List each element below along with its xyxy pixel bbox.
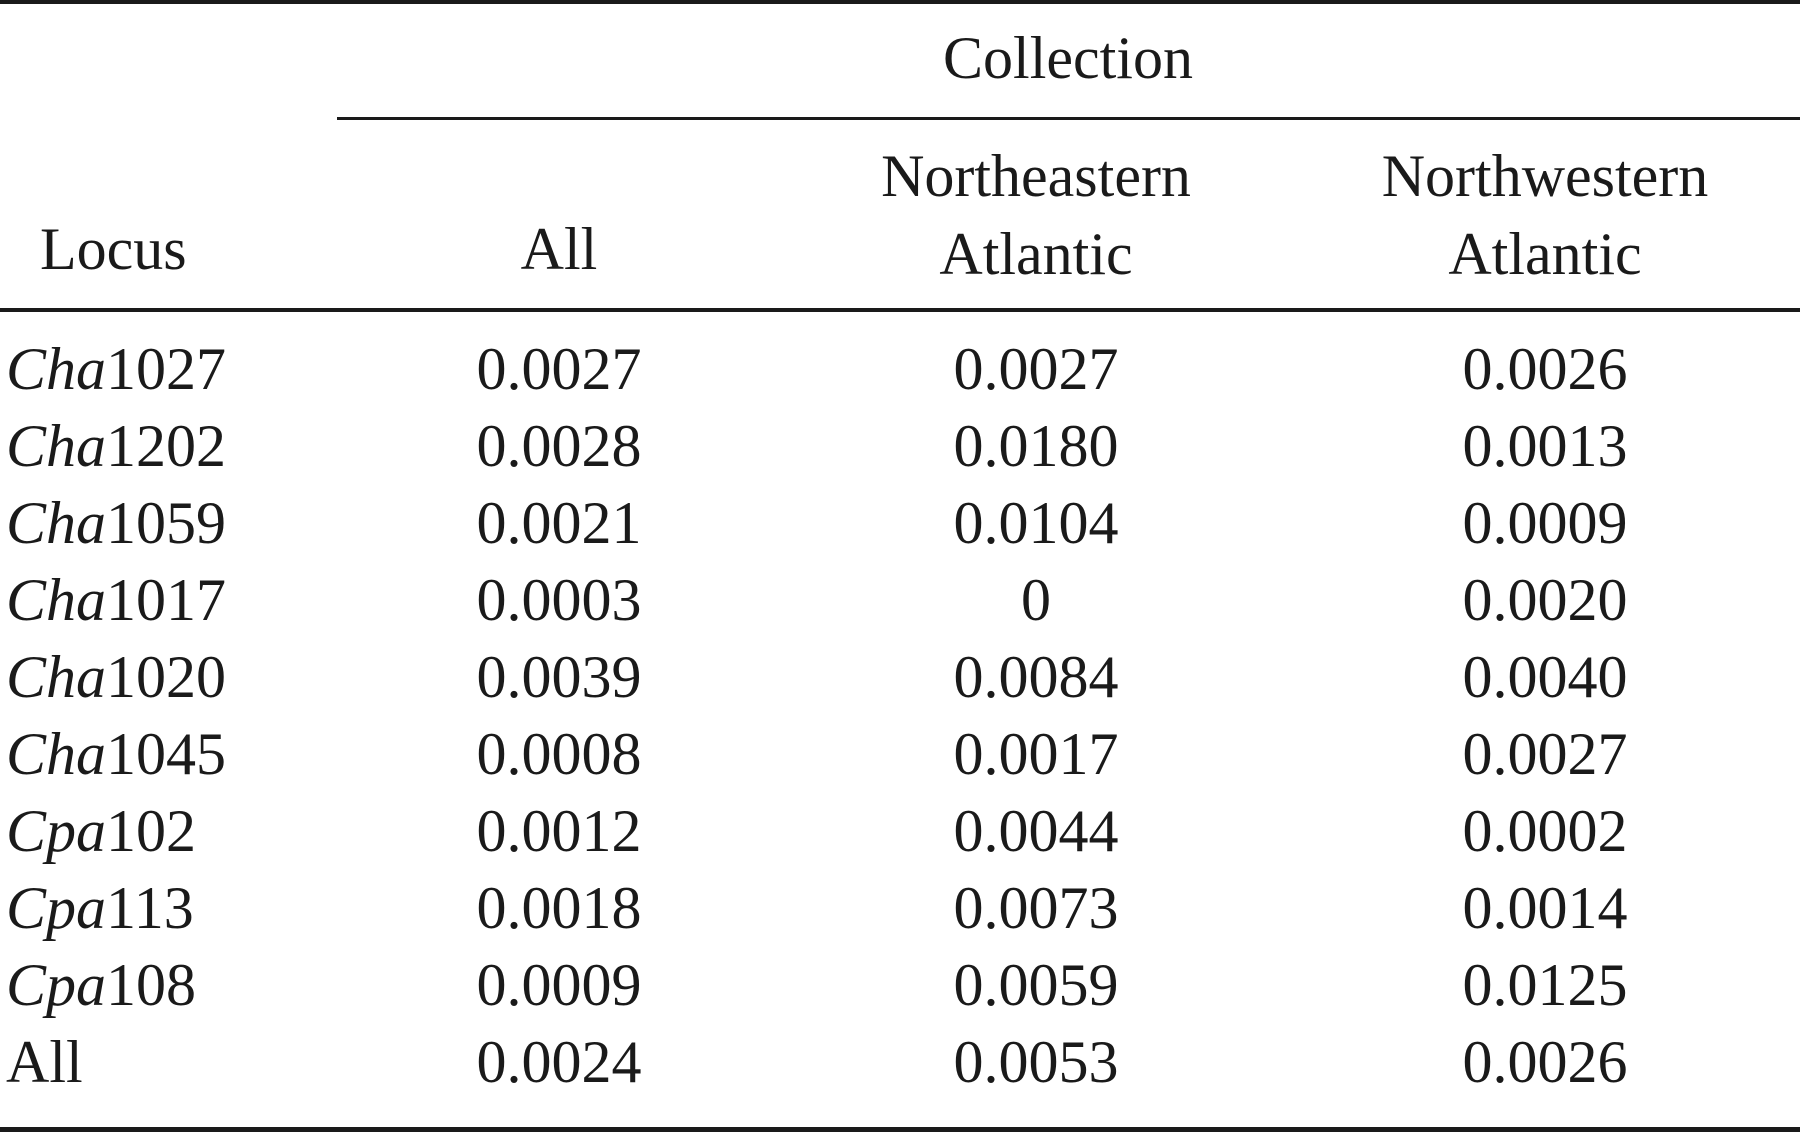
table-row: Cha1045 0.0008 0.0017 0.0027 — [0, 715, 1800, 793]
locus-column-header: Locus — [40, 216, 187, 282]
northeastern-value-cell: 0.0044 — [953, 798, 1119, 864]
northwestern-value-cell: 0.0026 — [1462, 336, 1628, 402]
table-row: Cpa113 0.0018 0.0073 0.0014 — [0, 869, 1800, 947]
locus-number: 1045 — [106, 721, 227, 787]
locus-cell: Cha1045 — [6, 715, 226, 793]
locus-cell: All — [6, 1023, 83, 1101]
all-value-cell: 0.0018 — [476, 875, 642, 941]
locus-cell: Cha1020 — [6, 638, 226, 716]
northeastern-value-cell: 0.0027 — [953, 336, 1119, 402]
northeastern-value-cell: 0.0017 — [953, 721, 1119, 787]
locus-genus-prefix: Cha — [6, 413, 107, 479]
all-value-cell: 0.0021 — [476, 490, 642, 556]
locus-number: 1020 — [106, 644, 227, 710]
northeastern-atlantic-column-header: Northeastern Atlantic — [881, 137, 1191, 293]
locus-number: 108 — [106, 952, 197, 1018]
locus-genus-prefix: Cha — [6, 490, 107, 556]
locus-genus-prefix: Cha — [6, 721, 107, 787]
table-row: All 0.0024 0.0053 0.0026 — [0, 1023, 1800, 1101]
all-column-header: All — [520, 216, 598, 282]
northeastern-value-cell: 0.0084 — [953, 644, 1119, 710]
locus-cell: Cpa102 — [6, 792, 196, 870]
table-row: Cha1017 0.0003 0 0.0020 — [0, 561, 1800, 639]
northeastern-value-cell: 0.0073 — [953, 875, 1119, 941]
northwestern-value-cell: 0.0009 — [1462, 490, 1628, 556]
locus-cell: Cha1027 — [6, 330, 226, 408]
table-row: Cha1020 0.0039 0.0084 0.0040 — [0, 638, 1800, 716]
locus-genus-prefix: Cpa — [6, 798, 107, 864]
northwestern-value-cell: 0.0026 — [1462, 1029, 1628, 1095]
table-row: Cha1202 0.0028 0.0180 0.0013 — [0, 407, 1800, 485]
locus-genus-prefix: Cha — [6, 567, 107, 633]
locus-number: 1202 — [106, 413, 227, 479]
all-value-cell: 0.0027 — [476, 336, 642, 402]
all-value-cell: 0.0009 — [476, 952, 642, 1018]
header-line: Northwestern — [1381, 143, 1709, 209]
table-row: Cha1027 0.0027 0.0027 0.0026 — [0, 330, 1800, 408]
all-value-cell: 0.0012 — [476, 798, 642, 864]
northwestern-value-cell: 0.0013 — [1462, 413, 1628, 479]
locus-genus-prefix: Cpa — [6, 875, 107, 941]
locus-cell: Cpa108 — [6, 946, 196, 1024]
locus-number: 102 — [106, 798, 197, 864]
northeastern-value-cell: 0.0059 — [953, 952, 1119, 1018]
locus-number: 1017 — [106, 567, 227, 633]
header-line: Northeastern — [881, 143, 1191, 209]
locus-number: 1027 — [106, 336, 227, 402]
northwestern-value-cell: 0.0020 — [1462, 567, 1628, 633]
locus-genus-prefix: Cha — [6, 644, 107, 710]
northwestern-value-cell: 0.0040 — [1462, 644, 1628, 710]
northeastern-value-cell: 0 — [1021, 567, 1051, 633]
header-line: Atlantic — [1448, 221, 1642, 287]
northwestern-value-cell: 0.0014 — [1462, 875, 1628, 941]
table-row: Cha1059 0.0021 0.0104 0.0009 — [0, 484, 1800, 562]
northwestern-atlantic-column-header: Northwestern Atlantic — [1382, 137, 1709, 293]
northwestern-value-cell: 0.0027 — [1462, 721, 1628, 787]
header-rule — [0, 308, 1800, 312]
locus-number: All — [6, 1029, 83, 1095]
locus-number: 1059 — [106, 490, 227, 556]
locus-cell: Cpa113 — [6, 869, 194, 947]
locus-number: 113 — [106, 875, 194, 941]
table-row: Cpa102 0.0012 0.0044 0.0002 — [0, 792, 1800, 870]
spanner-rule — [337, 117, 1800, 120]
locus-cell: Cha1017 — [6, 561, 226, 639]
all-value-cell: 0.0028 — [476, 413, 642, 479]
all-value-cell: 0.0003 — [476, 567, 642, 633]
all-value-cell: 0.0008 — [476, 721, 642, 787]
top-rule — [0, 0, 1800, 4]
locus-cell: Cha1202 — [6, 407, 226, 485]
northwestern-value-cell: 0.0002 — [1462, 798, 1628, 864]
locus-genus-prefix: Cha — [6, 336, 107, 402]
table-row: Cpa108 0.0009 0.0059 0.0125 — [0, 946, 1800, 1024]
bottom-rule — [0, 1127, 1800, 1132]
all-value-cell: 0.0024 — [476, 1029, 642, 1095]
header-line: Atlantic — [939, 221, 1133, 287]
collection-spanner-header: Collection — [943, 25, 1193, 91]
all-value-cell: 0.0039 — [476, 644, 642, 710]
northeastern-value-cell: 0.0180 — [953, 413, 1119, 479]
locus-genus-prefix: Cpa — [6, 952, 107, 1018]
northeastern-value-cell: 0.0053 — [953, 1029, 1119, 1095]
locus-cell: Cha1059 — [6, 484, 226, 562]
northwestern-value-cell: 0.0125 — [1462, 952, 1628, 1018]
northeastern-value-cell: 0.0104 — [953, 490, 1119, 556]
